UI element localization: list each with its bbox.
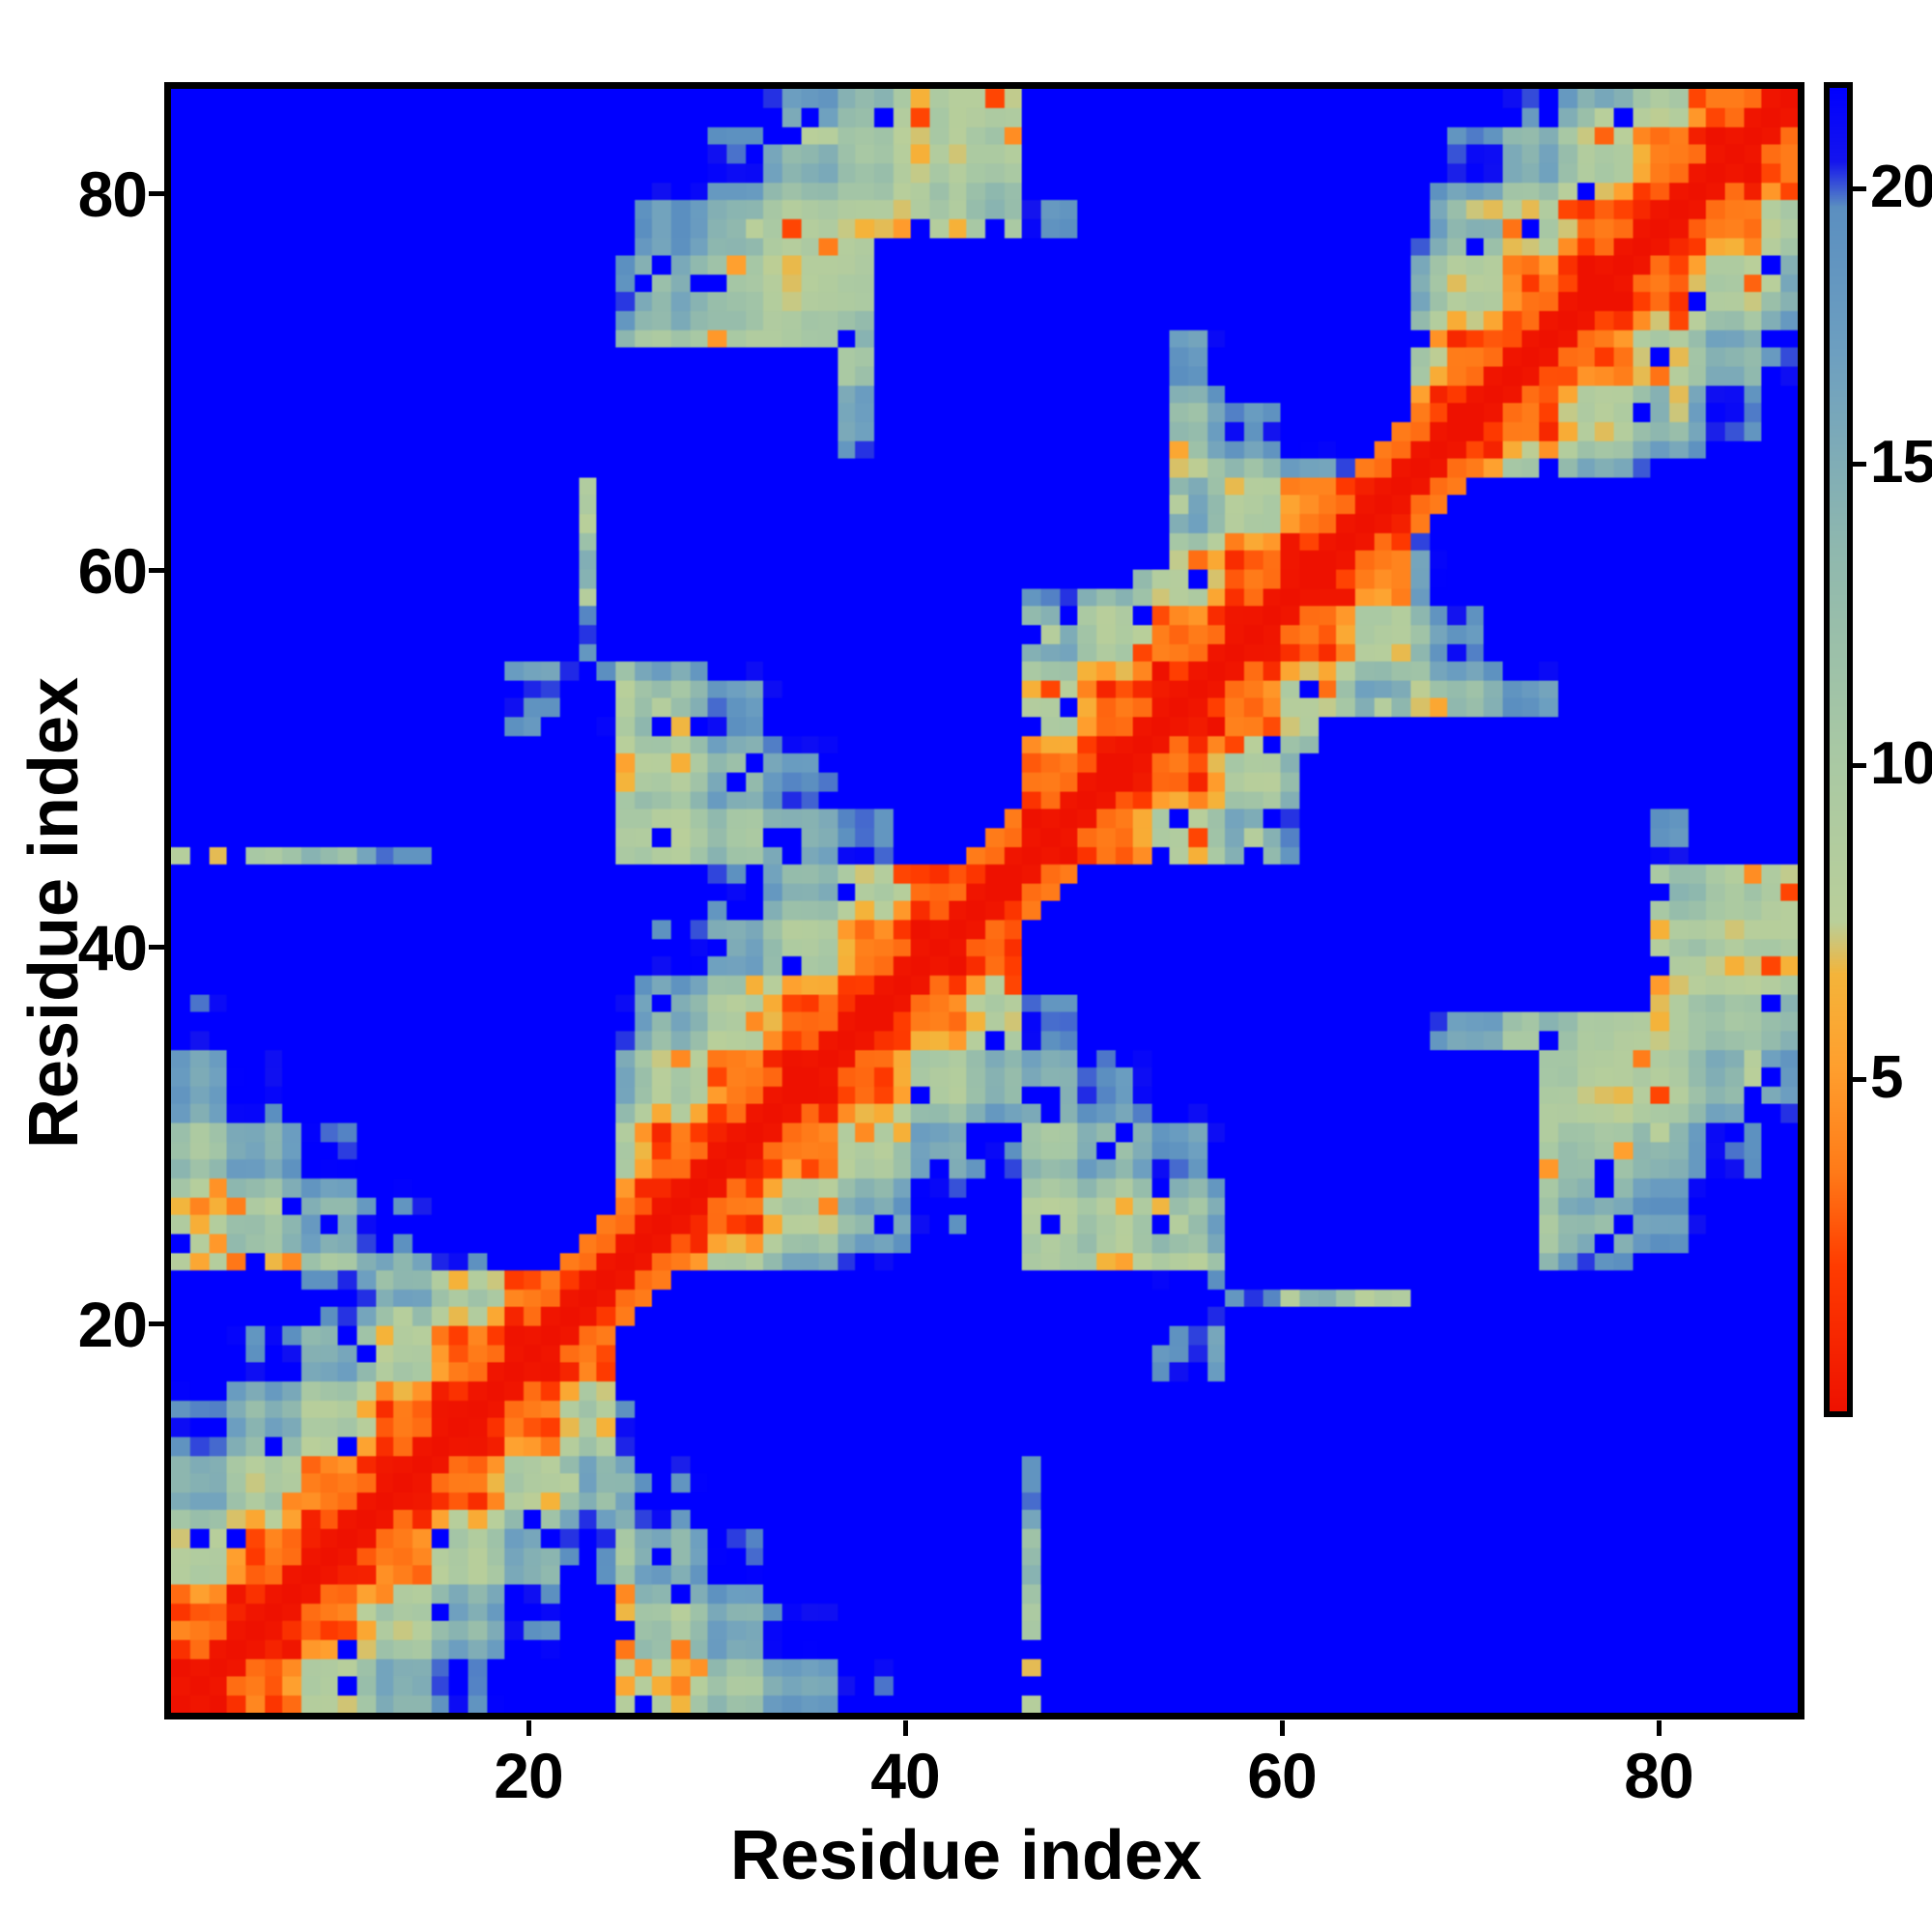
x-tick-mark-60 xyxy=(1280,1720,1285,1736)
heatmap-plot-area xyxy=(164,82,1804,1719)
x-tick-mark-80 xyxy=(1657,1720,1662,1736)
x-tick-label-40: 40 xyxy=(870,1740,940,1811)
colorbar-gradient xyxy=(1830,88,1847,1411)
colorbar-label-10: 10 xyxy=(1870,730,1932,797)
y-tick-mark-20 xyxy=(149,1321,164,1326)
colorbar-tick-mark-5 xyxy=(1853,1077,1866,1082)
x-tick-label-80: 80 xyxy=(1624,1740,1693,1811)
y-tick-label-40: 40 xyxy=(77,912,148,983)
colorbar-tick-mark-15 xyxy=(1853,462,1866,467)
y-tick-label-80: 80 xyxy=(77,158,148,230)
colorbar xyxy=(1824,82,1853,1417)
heatmap-canvas xyxy=(171,89,1798,1713)
colorbar-label-20: 20 xyxy=(1870,154,1932,220)
y-tick-mark-40 xyxy=(149,945,164,950)
x-tick-mark-20 xyxy=(526,1720,531,1736)
y-tick-label-60: 60 xyxy=(77,535,148,607)
x-tick-label-60: 60 xyxy=(1247,1740,1317,1811)
colorbar-label-5: 5 xyxy=(1870,1044,1903,1111)
colorbar-label-15: 15 xyxy=(1870,429,1932,496)
colorbar-tick-mark-10 xyxy=(1853,763,1866,768)
x-axis-title: Residue index xyxy=(729,1817,1203,1894)
x-tick-label-20: 20 xyxy=(494,1740,563,1811)
y-tick-mark-60 xyxy=(149,568,164,573)
x-tick-mark-40 xyxy=(903,1720,908,1736)
y-tick-label-20: 20 xyxy=(77,1289,148,1360)
y-tick-mark-80 xyxy=(149,191,164,196)
colorbar-tick-mark-20 xyxy=(1853,186,1866,191)
